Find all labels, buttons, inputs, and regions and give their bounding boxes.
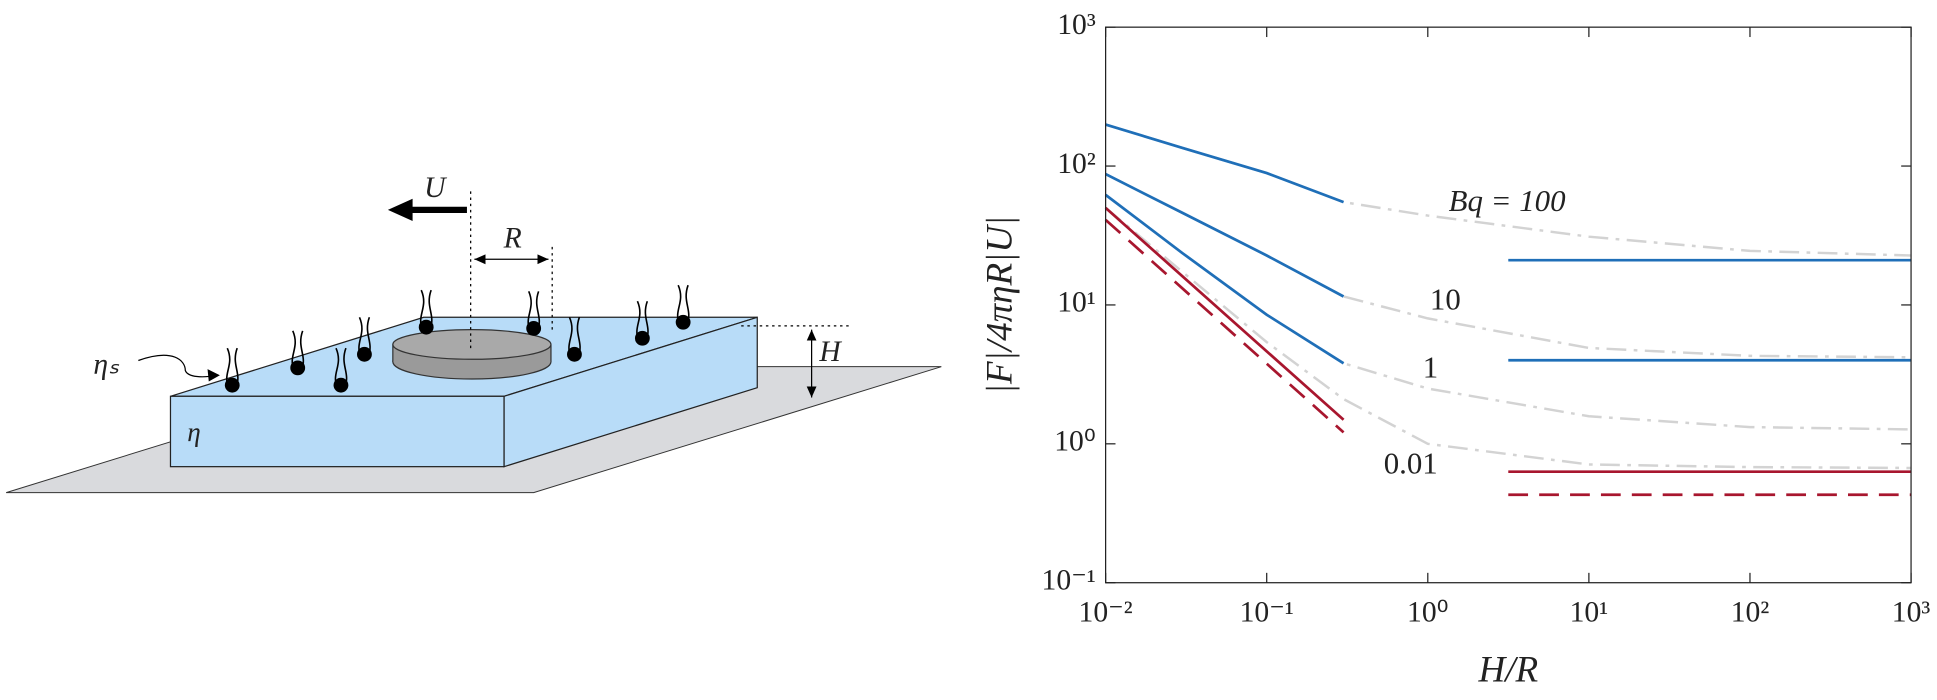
label-h: H [818, 336, 842, 368]
y-tick-label: 10⁰ [1054, 426, 1096, 458]
surfactant-head [675, 314, 691, 330]
series-line [1104, 218, 1345, 434]
y-tick-label: 10⁻¹ [1042, 565, 1096, 597]
eta-s-pointer [138, 354, 217, 378]
surfactant-head [224, 377, 240, 393]
x-tick-label: 10⁻¹ [1240, 597, 1294, 629]
label-u: U [424, 172, 447, 204]
plot-area [1105, 27, 1912, 583]
x-tick-label: 10⁻² [1079, 597, 1133, 629]
y-axis-label: |F|/4πηR|U| [980, 216, 1021, 394]
series-line [1104, 193, 1345, 365]
surfactants [224, 284, 691, 393]
x-tick-label: 10⁰ [1407, 597, 1449, 629]
x-tick-label: 10³ [1892, 597, 1931, 629]
y-tick-label: 10³ [1057, 9, 1096, 41]
series-line [1104, 206, 1912, 470]
surfactant-head [290, 360, 306, 376]
series-line [1105, 172, 1912, 359]
annotation: Bq = 100 [1449, 183, 1566, 218]
series-line [1105, 172, 1345, 298]
film-front [169, 395, 505, 468]
series-line [1104, 193, 1912, 431]
surfactant-head [357, 346, 372, 362]
diagram: U R H ηₛ η [6, 172, 942, 494]
annotation: 1 [1423, 349, 1438, 384]
eta-s-pointer-head [207, 369, 220, 382]
label-eta: η [187, 417, 200, 447]
surfactant-head [634, 330, 650, 346]
label-eta-s: ηₛ [93, 348, 120, 380]
y-tick-label: 10¹ [1057, 287, 1096, 319]
velocity-arrowhead [387, 198, 413, 221]
annotation: 10 [1430, 282, 1461, 317]
surfactant-head [526, 320, 542, 336]
surfactant-head [418, 319, 434, 335]
label-r: R [503, 223, 522, 255]
series-line [1104, 206, 1345, 421]
series-line [1105, 123, 1345, 204]
x-tick-label: 10¹ [1570, 597, 1609, 629]
x-tick-label: 10² [1731, 597, 1770, 629]
surfactant-head [333, 377, 349, 393]
annotation: 0.01 [1384, 446, 1438, 481]
disk [392, 329, 552, 380]
y-tick-label: 10² [1057, 148, 1096, 180]
surfactant-head [567, 346, 582, 362]
x-axis-label: H/R [1478, 649, 1539, 690]
chart: 10⁻² 10⁻¹ 10⁰ 10¹ 10² 10³10⁻¹10⁰10¹10²10³H/R|… [980, 9, 1931, 690]
